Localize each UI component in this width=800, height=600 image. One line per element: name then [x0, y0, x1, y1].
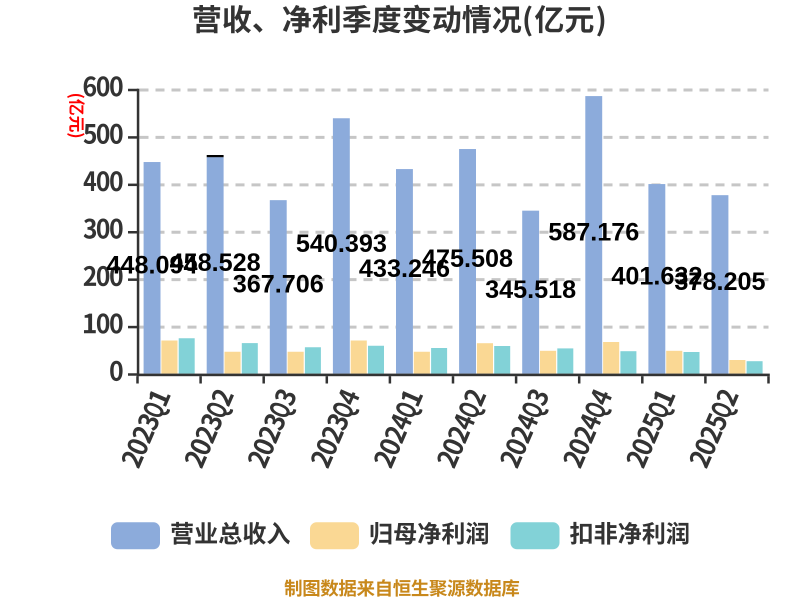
svg-text:540.393: 540.393 — [296, 230, 387, 258]
svg-text:458.528: 458.528 — [170, 249, 261, 277]
svg-text:367.706: 367.706 — [233, 271, 324, 299]
svg-text:587.176: 587.176 — [548, 219, 639, 247]
svg-text:475.508: 475.508 — [422, 245, 513, 273]
svg-text:345.518: 345.518 — [485, 276, 576, 304]
svg-text:378.205: 378.205 — [674, 268, 765, 296]
svg-text:448.094: 448.094 — [107, 252, 198, 280]
svg-text:433.246: 433.246 — [359, 255, 450, 283]
svg-text:401.632: 401.632 — [611, 263, 702, 291]
